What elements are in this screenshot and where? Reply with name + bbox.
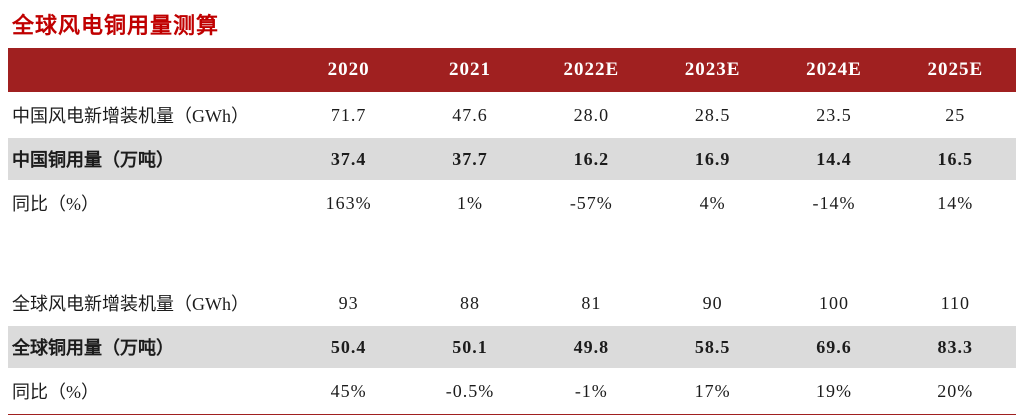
table-cell: 16.9 (694, 148, 731, 169)
table-cell: 83.3 (937, 336, 974, 357)
table-cell: 45% (330, 380, 367, 401)
table-cell: 49.8 (573, 336, 610, 357)
table-cell: 50.1 (452, 336, 488, 357)
table-cell: 20% (937, 380, 974, 401)
table-row-spacer (8, 226, 1016, 280)
table-cell: 25 (945, 104, 966, 125)
table-cell: 71.7 (330, 104, 367, 125)
row-label: 全球风电新增装机量（GWh） (12, 294, 249, 314)
table-cell: 37.7 (452, 148, 488, 169)
table-cell: 28.5 (694, 104, 731, 125)
table-cell: -57% (569, 192, 613, 213)
header-cell-2023e: 2023E (684, 59, 741, 80)
table-cell: 1% (456, 192, 483, 213)
row-label: 同比（%） (12, 194, 99, 214)
table-cell: 69.6 (816, 336, 852, 357)
header-cell-2020: 2020 (327, 59, 370, 80)
table-cell: 37.4 (330, 148, 367, 169)
table-cell: 81 (581, 292, 602, 313)
table-cell: 14% (937, 192, 974, 213)
table-cell: 50.4 (330, 336, 367, 357)
table-cell: 93 (338, 292, 359, 313)
table-row-global-wind-capacity: 全球风电新增装机量（GWh） 93 88 81 90 100 110 (8, 280, 1016, 326)
table-cell: 23.5 (816, 104, 852, 125)
table-cell: -1% (574, 380, 608, 401)
table-cell: 100 (818, 292, 849, 313)
table-cell: 88 (459, 292, 480, 313)
header-cell-2022e: 2022E (563, 59, 620, 80)
table-cell: 17% (694, 380, 731, 401)
table-row-china-copper-usage: 中国铜用量（万吨） 37.4 37.7 16.2 16.9 14.4 16.5 (8, 138, 1016, 180)
row-label: 全球铜用量（万吨） (12, 338, 174, 358)
table-header-row: 2020 2021 2022E 2023E 2024E 2025E (8, 48, 1016, 92)
row-label: 中国风电新增装机量（GWh） (12, 106, 249, 126)
table-row-china-wind-capacity: 中国风电新增装机量（GWh） 71.7 47.6 28.0 28.5 23.5 … (8, 92, 1016, 138)
header-cell-2024e: 2024E (806, 59, 862, 80)
table-cell: 14.4 (816, 148, 852, 169)
table-cell: 28.0 (573, 104, 610, 125)
table-cell: 58.5 (694, 336, 731, 357)
table-cell: 90 (702, 292, 723, 313)
table-cell: 4% (699, 192, 726, 213)
table-row-global-copper-usage: 全球铜用量（万吨） 50.4 50.1 49.8 58.5 69.6 83.3 (8, 326, 1016, 368)
table-cell: 16.5 (937, 148, 974, 169)
header-cell-2025e: 2025E (927, 59, 984, 80)
copper-usage-table: 2020 2021 2022E 2023E 2024E 2025E 中国风电新增… (8, 48, 1016, 415)
table-cell: 110 (940, 292, 970, 313)
row-label: 中国铜用量（万吨） (12, 150, 174, 170)
row-label: 同比（%） (12, 382, 99, 402)
table-cell: -0.5% (445, 380, 495, 401)
table-row-china-yoy: 同比（%） 163% 1% -57% 4% -14% 14% (8, 180, 1016, 226)
header-cell-2021: 2021 (448, 59, 491, 80)
table-row-global-yoy: 同比（%） 45% -0.5% -1% 17% 19% 20% (8, 368, 1016, 414)
table-cell: 163% (325, 192, 372, 213)
table-cell: 16.2 (573, 148, 610, 169)
table-title: 全球风电铜用量测算 (12, 13, 220, 38)
table-cell: -14% (812, 192, 856, 213)
table-cell: 19% (815, 380, 852, 401)
table-cell: 47.6 (452, 104, 488, 125)
